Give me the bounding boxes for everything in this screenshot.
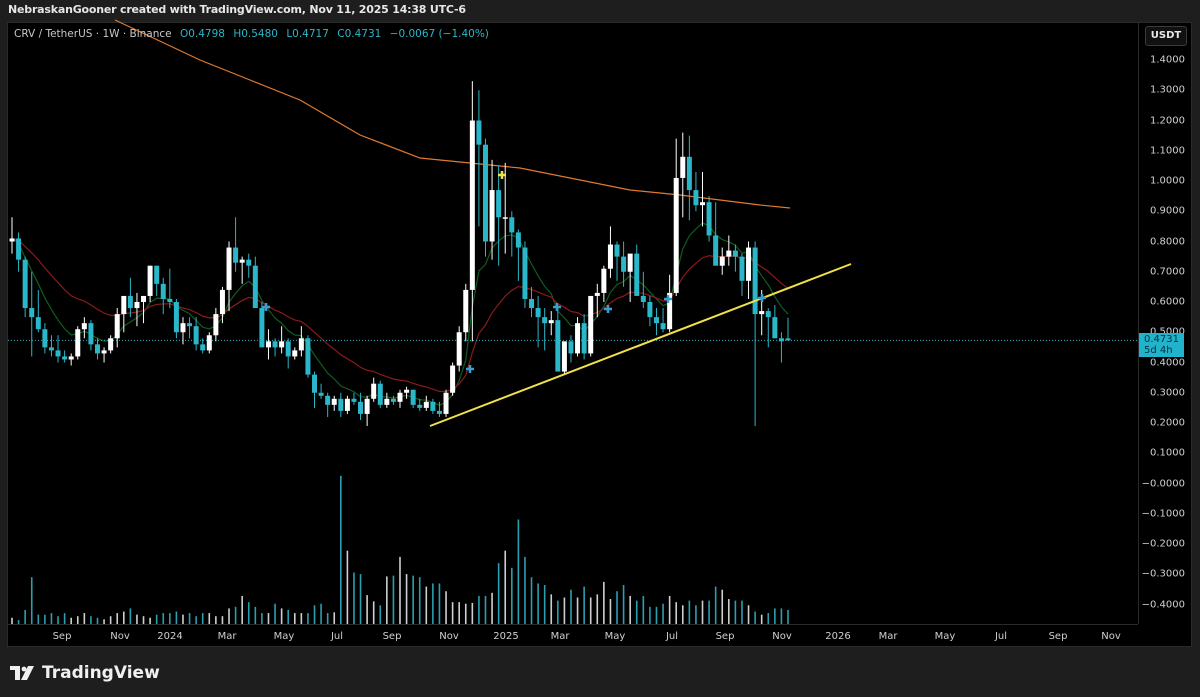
last-price-label: 0.4731 5d 4h	[1139, 333, 1184, 357]
time-tick: 2026	[825, 631, 851, 642]
price-tick: −0.1000	[1141, 508, 1185, 520]
time-tick: Mar	[550, 631, 570, 642]
time-tick: 2025	[493, 631, 519, 642]
time-tick: May	[934, 631, 956, 642]
price-axis[interactable]: 1.4000 1.3000 1.2000 1.1000 1.0000 0.9000 0.80…	[1138, 22, 1193, 624]
price-tick: 0.6000	[1150, 296, 1185, 308]
high-value: H0.5480	[233, 28, 278, 40]
tradingview-logo-icon	[10, 666, 34, 680]
time-tick: May	[273, 631, 295, 642]
currency-unit-button[interactable]: USDT	[1145, 26, 1187, 46]
time-tick: May	[604, 631, 626, 642]
time-tick: Nov	[110, 631, 130, 642]
time-tick: 2024	[157, 631, 183, 642]
symbol-legend: CRV / TetherUS · 1W · Binance O0.4798 H0…	[14, 28, 494, 40]
time-tick: Nov	[439, 631, 459, 642]
low-value: L0.4717	[286, 28, 329, 40]
price-tick: 1.2000	[1150, 115, 1185, 126]
time-axis[interactable]: Sep Nov 2024 Mar May Jul Sep Nov 2025 Mar May Jul Se…	[7, 624, 1138, 648]
time-tick: Jul	[665, 631, 679, 642]
last-price-value: 0.4731	[1144, 334, 1179, 345]
time-tick: Sep	[1048, 631, 1068, 642]
price-tick: −0.4000	[1141, 599, 1185, 610]
time-tick: Sep	[715, 631, 735, 642]
time-tick: Nov	[772, 631, 792, 642]
time-tick: Sep	[382, 631, 402, 642]
chart-pane[interactable]	[7, 22, 1192, 647]
price-tick: 1.0000	[1150, 175, 1185, 187]
price-tick: 0.3000	[1150, 387, 1185, 399]
price-tick: −0.3000	[1141, 568, 1185, 580]
price-tick: 1.4000	[1150, 54, 1185, 66]
tradingview-logo: TradingView	[10, 663, 160, 683]
time-tick: Mar	[217, 631, 237, 642]
chart-attribution: NebraskanGooner created with TradingView…	[8, 3, 466, 16]
bar-countdown: 5d 4h	[1144, 345, 1173, 356]
price-tick: 1.3000	[1150, 84, 1185, 96]
price-tick: −0.0000	[1141, 478, 1185, 489]
price-tick: 1.1000	[1150, 145, 1185, 157]
time-tick: Mar	[878, 631, 898, 642]
brand-name: TradingView	[42, 663, 160, 683]
time-tick: Nov	[1101, 631, 1121, 642]
price-tick: 0.2000	[1150, 417, 1185, 429]
open-value: O0.4798	[179, 28, 225, 40]
price-tick: 0.4000	[1150, 357, 1185, 368]
price-tick: 0.9000	[1150, 205, 1185, 217]
price-tick: 0.7000	[1150, 266, 1185, 278]
price-tick: 0.8000	[1150, 236, 1185, 247]
time-tick: Jul	[994, 631, 1008, 642]
time-tick: Sep	[52, 631, 72, 642]
price-tick: −0.2000	[1141, 538, 1185, 550]
symbol-title[interactable]: CRV / TetherUS · 1W · Binance	[14, 28, 172, 40]
price-tick: 0.1000	[1150, 447, 1185, 459]
change-value: −0.0067 (−1.40%)	[389, 28, 489, 40]
time-tick: Jul	[330, 631, 344, 642]
close-value: C0.4731	[337, 28, 382, 40]
price-tick: 0.5000	[1150, 327, 1185, 338]
